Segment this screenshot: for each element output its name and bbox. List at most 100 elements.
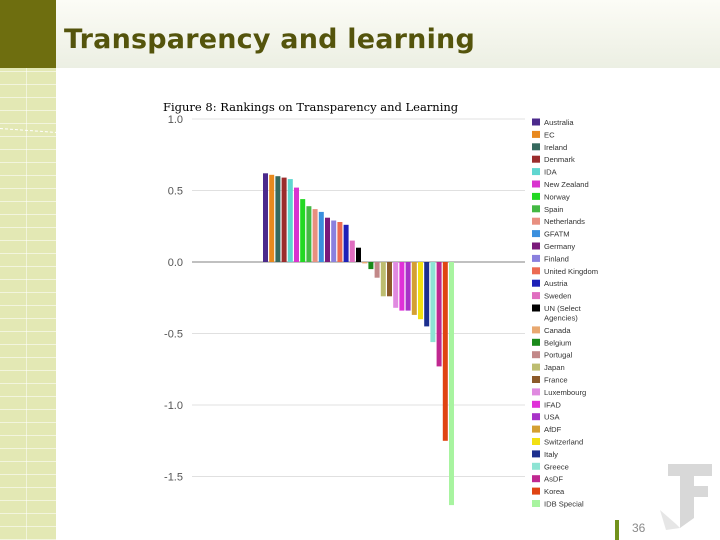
bar xyxy=(331,220,337,262)
legend-label: Australia xyxy=(544,118,574,127)
legend-label: Italy xyxy=(544,450,558,459)
legend-label: UN (Select xyxy=(544,304,582,313)
bar xyxy=(374,262,380,278)
legend-label: EC xyxy=(544,130,555,139)
y-tick-label: 0.5 xyxy=(168,186,183,198)
page-number-marker xyxy=(615,520,619,540)
y-tick-label: -0.5 xyxy=(164,329,183,341)
bar xyxy=(418,262,423,320)
legend-swatch xyxy=(532,363,540,371)
legend-swatch xyxy=(532,413,540,421)
legend-label: IDA xyxy=(544,168,558,177)
legend-swatch xyxy=(532,279,540,287)
title-bar xyxy=(56,0,720,68)
legend-swatch xyxy=(532,304,540,312)
bar xyxy=(269,174,275,262)
legend-swatch xyxy=(532,438,540,445)
legend-swatch xyxy=(532,376,540,383)
legend-label: Austria xyxy=(544,279,568,288)
legend-label: Sweden xyxy=(544,292,571,301)
slide-title: Transparency and learning xyxy=(64,24,475,55)
legend-swatch xyxy=(532,388,540,396)
legend-swatch xyxy=(532,230,540,238)
legend-swatch xyxy=(532,338,540,346)
legend-swatch xyxy=(532,462,540,470)
y-tick-label: 0.0 xyxy=(168,257,183,269)
legend-label: USA xyxy=(544,413,561,422)
bar xyxy=(387,262,392,297)
bar xyxy=(300,199,306,262)
legend-label: Denmark xyxy=(544,155,575,164)
legend-label: Ireland xyxy=(544,143,567,152)
page-number: 36 xyxy=(632,521,646,535)
bar xyxy=(356,247,361,262)
bar xyxy=(287,179,293,262)
legend-label: Netherlands xyxy=(544,217,585,226)
legend-label: Portugal xyxy=(544,351,573,360)
chart-legend: Australia EC Ireland Denmark IDA New Zealand N… xyxy=(532,118,598,509)
bar xyxy=(306,206,312,262)
chart-grid: 1.0 0.5 0.0 -0.5 -1.0 -1.5 xyxy=(164,114,525,484)
legend-label: AsDF xyxy=(544,475,563,484)
legend-swatch xyxy=(532,326,540,334)
legend-label: France xyxy=(544,376,568,385)
legend-swatch xyxy=(532,500,540,507)
bar xyxy=(275,176,281,262)
bar xyxy=(449,262,454,506)
legend-swatch xyxy=(532,168,540,176)
bar xyxy=(318,211,324,262)
legend-label: Greece xyxy=(544,462,569,471)
legend-swatch xyxy=(532,118,540,126)
bar xyxy=(430,262,436,343)
legend-label: Germany xyxy=(544,242,575,251)
legend-swatch xyxy=(532,267,540,275)
legend-label: Korea xyxy=(544,487,565,496)
legend-swatch xyxy=(532,425,540,433)
legend-label: AfDF xyxy=(544,425,562,434)
legend-swatch xyxy=(532,487,540,495)
legend-label: IFAD xyxy=(544,400,561,409)
legend-label: United Kingdom xyxy=(544,267,598,276)
bar xyxy=(325,217,330,262)
legend-label: Agencies) xyxy=(544,314,578,323)
corner-logo-icon xyxy=(660,464,712,530)
legend-swatch xyxy=(532,217,540,225)
legend-label: New Zealand xyxy=(544,180,589,189)
bar xyxy=(405,262,411,311)
legend-swatch xyxy=(532,155,540,163)
legend-swatch xyxy=(532,180,540,188)
bar xyxy=(442,262,448,441)
bar xyxy=(337,222,343,262)
bar xyxy=(349,240,355,262)
legend-swatch xyxy=(532,242,540,250)
legend-swatch xyxy=(532,475,540,483)
legend-label: Norway xyxy=(544,192,570,201)
bar xyxy=(263,173,268,262)
legend-label: GFATM xyxy=(544,230,570,239)
legend-label: Luxembourg xyxy=(544,388,586,397)
legend-swatch xyxy=(532,400,540,408)
bar xyxy=(411,262,417,315)
bar xyxy=(399,262,405,311)
y-tick-label: -1.0 xyxy=(164,400,183,412)
legend-label: IDB Special xyxy=(544,500,584,509)
legend-swatch xyxy=(532,192,540,200)
legend-label: Switzerland xyxy=(544,438,583,447)
legend-swatch xyxy=(532,351,540,359)
y-tick-label: 1.0 xyxy=(168,114,183,126)
legend-label: Japan xyxy=(544,363,565,372)
decorative-corner-block xyxy=(0,0,56,68)
bar xyxy=(368,262,374,270)
bar xyxy=(436,262,442,367)
legend-swatch xyxy=(532,205,540,213)
bar xyxy=(393,262,399,308)
bar xyxy=(424,262,430,327)
chart-title: Figure 8: Rankings on Transparency and L… xyxy=(163,100,459,114)
legend-swatch xyxy=(532,130,540,138)
bar xyxy=(380,262,386,297)
legend-label: Belgium xyxy=(544,338,571,347)
decorative-side-strip xyxy=(0,0,56,540)
legend-swatch xyxy=(532,450,540,458)
bar xyxy=(281,177,287,262)
